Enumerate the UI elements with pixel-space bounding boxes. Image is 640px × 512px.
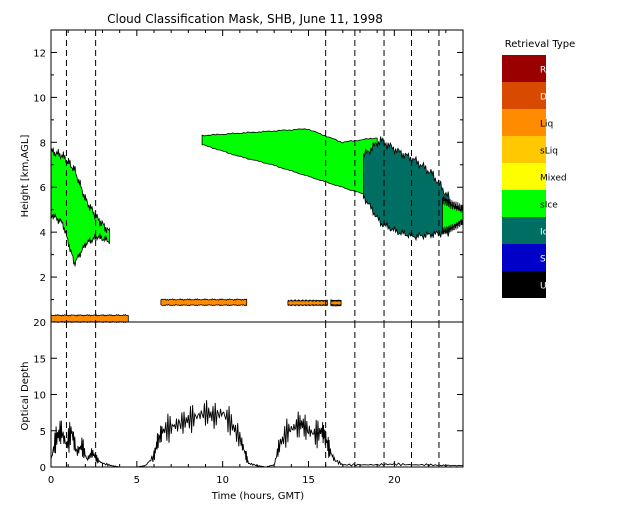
bottom-y-tick-label: 20 [33, 318, 46, 329]
top-y-tick-label: 4 [40, 228, 46, 239]
legend-swatch-sliq [502, 136, 546, 163]
x-tick-label: 20 [388, 475, 401, 486]
legend-label: Mixed [540, 174, 567, 184]
legend-label: Driz [540, 93, 558, 103]
top-y-tick-label: 12 [33, 48, 46, 59]
legend-title: Retrieval Type [505, 39, 576, 50]
cloud-region-liq [330, 298, 342, 308]
legend-label: sLiq [540, 147, 558, 157]
legend-label: Rain [540, 66, 560, 76]
bottom-y-tick-label: 15 [33, 354, 46, 365]
optical-depth-series [50, 400, 464, 468]
cloud-region-sice [50, 147, 110, 267]
bottom-y-tick-label: 10 [33, 391, 46, 402]
bottom-y-tick-label: 0 [40, 463, 46, 474]
legend: Retrieval Type Rain Driz Liq sLiq Mixed sIce I… [502, 39, 575, 298]
x-tick-label: 0 [48, 475, 54, 486]
legend-swatch-rain [502, 55, 546, 82]
cloud-region-ice [363, 136, 450, 242]
bottom-y-axis-label: Optical Depth [20, 362, 31, 431]
legend-label: Ice [540, 228, 554, 238]
top-y-tick-label: 10 [33, 93, 46, 104]
bottom-y-tick-label: 5 [40, 427, 46, 438]
x-tick-label: 10 [216, 475, 229, 486]
optical-depth-plot: 0 5 10 15 20 0 5 10 15 20 [33, 318, 464, 486]
legend-label: Snow [540, 255, 564, 265]
cloud-region-liq [160, 298, 248, 307]
legend-swatch-snow [502, 244, 546, 271]
legend-swatch-mixed [502, 163, 546, 190]
legend-swatch-sice [502, 190, 546, 217]
top-y-tick-label: 8 [40, 138, 46, 149]
bottom-plot-frame [50, 321, 464, 468]
classification-mask-plot: 2 4 6 8 10 12 [33, 29, 464, 324]
cloud-region-sice [442, 196, 464, 235]
legend-label: sIce [540, 201, 558, 211]
legend-swatch-ice [502, 217, 546, 244]
chart-title: Cloud Classification Mask, SHB, June 11,… [107, 12, 383, 26]
cloud-region-sice [201, 128, 378, 199]
top-y-tick-label: 2 [40, 273, 46, 284]
x-axis-label: Time (hours, GMT) [211, 491, 305, 502]
top-y-tick-label: 6 [40, 183, 46, 194]
legend-swatch-uncrt [502, 271, 546, 298]
cloud-region-liq [287, 299, 328, 307]
legend-label: Uncrt [540, 282, 565, 292]
x-tick-label: 15 [302, 475, 315, 486]
legend-label: Liq [540, 120, 553, 130]
cloud-region-liq [50, 313, 129, 324]
top-y-axis-label: Height [km,AGL] [20, 135, 31, 218]
legend-swatch-liq [502, 109, 546, 136]
legend-swatch-driz [502, 82, 546, 109]
x-tick-label: 5 [134, 475, 140, 486]
